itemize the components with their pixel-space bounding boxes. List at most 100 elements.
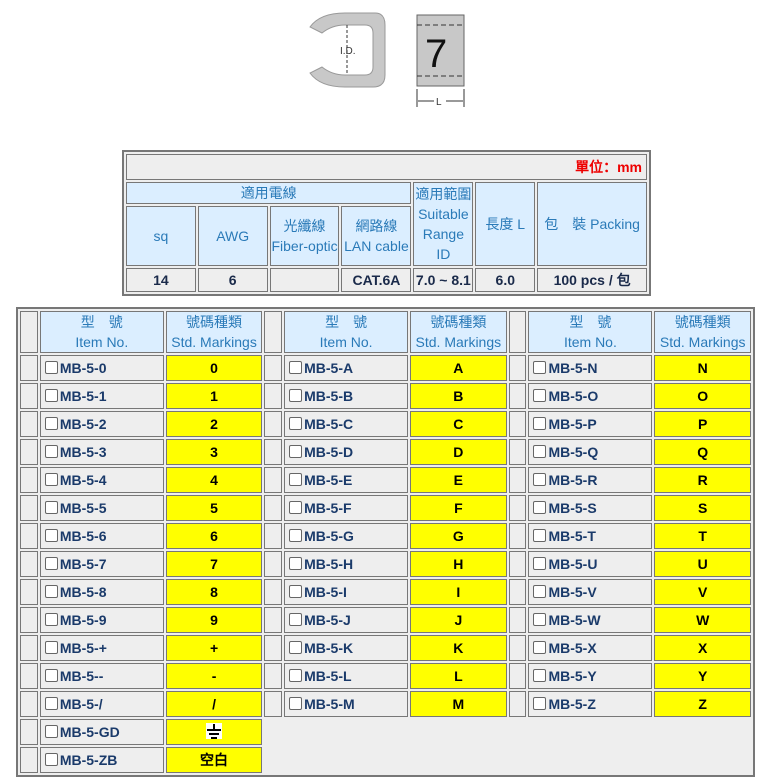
item-cell[interactable]: MB-5-F bbox=[284, 495, 409, 521]
item-cell[interactable]: MB-5-H bbox=[284, 551, 409, 577]
item-checkbox[interactable] bbox=[289, 641, 303, 654]
item-cell[interactable]: MB-5-2 bbox=[39, 411, 164, 437]
item-checkbox[interactable] bbox=[44, 557, 58, 570]
marking-cell bbox=[165, 719, 263, 745]
item-checkbox[interactable] bbox=[44, 753, 58, 766]
item-checkbox[interactable] bbox=[533, 669, 547, 682]
item-checkbox[interactable] bbox=[44, 529, 58, 542]
row-spacer bbox=[508, 355, 527, 381]
item-cell[interactable]: MB-5-I bbox=[284, 579, 409, 605]
marking-value: G bbox=[452, 528, 464, 544]
item-checkbox[interactable] bbox=[44, 501, 58, 514]
marking-cell: V bbox=[654, 579, 751, 605]
item-no: MB-5-P bbox=[548, 416, 597, 432]
item-checkbox[interactable] bbox=[533, 613, 547, 626]
marking-cell: G bbox=[410, 523, 507, 549]
item-checkbox[interactable] bbox=[289, 669, 303, 682]
item-cell[interactable]: MB-5-W bbox=[528, 607, 653, 633]
item-checkbox[interactable] bbox=[289, 529, 303, 542]
item-checkbox[interactable] bbox=[289, 697, 303, 710]
item-cell[interactable]: MB-5-K bbox=[284, 635, 409, 661]
item-no: MB-5-Q bbox=[548, 444, 599, 460]
item-cell[interactable]: MB-5-5 bbox=[39, 495, 164, 521]
item-checkbox[interactable] bbox=[44, 613, 58, 626]
item-checkbox[interactable] bbox=[44, 389, 58, 402]
item-cell[interactable]: MB-5-G bbox=[284, 523, 409, 549]
item-checkbox[interactable] bbox=[44, 641, 58, 654]
item-cell[interactable]: MB-5-A bbox=[284, 355, 409, 381]
item-cell[interactable]: MB-5-Z bbox=[528, 691, 653, 717]
item-no: MB-5-2 bbox=[59, 416, 107, 432]
item-cell[interactable]: MB-5-S bbox=[528, 495, 653, 521]
item-cell[interactable]: MB-5-1 bbox=[39, 383, 164, 409]
item-cell[interactable]: MB-5-3 bbox=[39, 439, 164, 465]
item-cell[interactable]: MB-5-Y bbox=[528, 663, 653, 689]
item-checkbox[interactable] bbox=[289, 361, 303, 374]
item-no: MB-5-G bbox=[304, 528, 354, 544]
item-cell[interactable]: MB-5-U bbox=[528, 551, 653, 577]
marking-value: 4 bbox=[210, 472, 218, 488]
item-checkbox[interactable] bbox=[533, 641, 547, 654]
item-checkbox[interactable] bbox=[533, 445, 547, 458]
table-row: MB-5-3 3 MB-5-D D MB-5-Q Q bbox=[20, 439, 751, 465]
item-cell[interactable]: MB-5-D bbox=[284, 439, 409, 465]
item-checkbox[interactable] bbox=[44, 725, 58, 738]
item-cell[interactable]: MB-5-ZB bbox=[39, 747, 164, 773]
item-checkbox[interactable] bbox=[289, 613, 303, 626]
item-cell[interactable]: MB-5-P bbox=[528, 411, 653, 437]
item-cell[interactable]: MB-5-+ bbox=[39, 635, 164, 661]
item-checkbox[interactable] bbox=[44, 417, 58, 430]
marking-value: V bbox=[698, 584, 708, 600]
item-cell[interactable]: MB-5-X bbox=[528, 635, 653, 661]
item-checkbox[interactable] bbox=[289, 473, 303, 486]
item-checkbox[interactable] bbox=[533, 501, 547, 514]
item-cell[interactable]: MB-5-4 bbox=[39, 467, 164, 493]
marking-value: 1 bbox=[210, 388, 218, 404]
item-cell[interactable]: MB-5-R bbox=[528, 467, 653, 493]
item-cell[interactable]: MB-5-- bbox=[39, 663, 164, 689]
item-cell[interactable]: MB-5-GD bbox=[39, 719, 164, 745]
row-spacer bbox=[508, 439, 527, 465]
item-cell[interactable]: MB-5-C bbox=[284, 411, 409, 437]
item-cell[interactable]: MB-5-T bbox=[528, 523, 653, 549]
item-checkbox[interactable] bbox=[289, 445, 303, 458]
item-cell[interactable]: MB-5-B bbox=[284, 383, 409, 409]
item-no: MB-5-GD bbox=[59, 724, 120, 740]
item-checkbox[interactable] bbox=[44, 585, 58, 598]
item-checkbox[interactable] bbox=[44, 473, 58, 486]
item-cell[interactable]: MB-5-7 bbox=[39, 551, 164, 577]
item-checkbox[interactable] bbox=[533, 361, 547, 374]
item-checkbox[interactable] bbox=[289, 557, 303, 570]
item-cell[interactable]: MB-5-/ bbox=[39, 691, 164, 717]
item-checkbox[interactable] bbox=[533, 417, 547, 430]
item-no: MB-5-5 bbox=[59, 500, 107, 516]
marking-value: O bbox=[697, 388, 709, 404]
item-checkbox[interactable] bbox=[44, 697, 58, 710]
item-checkbox[interactable] bbox=[533, 557, 547, 570]
item-cell[interactable]: MB-5-N bbox=[528, 355, 653, 381]
item-cell[interactable]: MB-5-E bbox=[284, 467, 409, 493]
item-checkbox[interactable] bbox=[289, 417, 303, 430]
item-cell[interactable]: MB-5-9 bbox=[39, 607, 164, 633]
item-cell[interactable]: MB-5-Q bbox=[528, 439, 653, 465]
item-checkbox[interactable] bbox=[533, 473, 547, 486]
item-checkbox[interactable] bbox=[44, 361, 58, 374]
item-cell[interactable]: MB-5-8 bbox=[39, 579, 164, 605]
item-cell[interactable]: MB-5-V bbox=[528, 579, 653, 605]
item-checkbox[interactable] bbox=[289, 501, 303, 514]
item-cell[interactable]: MB-5-J bbox=[284, 607, 409, 633]
item-cell[interactable]: MB-5-0 bbox=[39, 355, 164, 381]
item-cell[interactable]: MB-5-6 bbox=[39, 523, 164, 549]
item-checkbox[interactable] bbox=[533, 697, 547, 710]
item-checkbox[interactable] bbox=[289, 389, 303, 402]
item-checkbox[interactable] bbox=[533, 389, 547, 402]
item-cell[interactable]: MB-5-O bbox=[528, 383, 653, 409]
item-no-header: 型 號 Item No. bbox=[528, 311, 653, 353]
item-checkbox[interactable] bbox=[533, 529, 547, 542]
item-checkbox[interactable] bbox=[44, 445, 58, 458]
item-checkbox[interactable] bbox=[44, 669, 58, 682]
item-cell[interactable]: MB-5-M bbox=[284, 691, 409, 717]
item-checkbox[interactable] bbox=[533, 585, 547, 598]
item-cell[interactable]: MB-5-L bbox=[284, 663, 409, 689]
item-checkbox[interactable] bbox=[289, 585, 303, 598]
